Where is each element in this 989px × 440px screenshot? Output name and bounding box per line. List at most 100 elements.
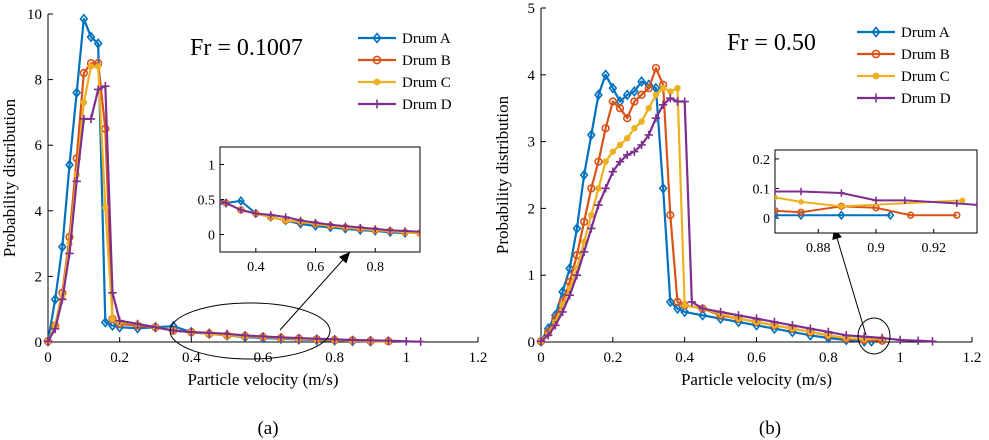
x-tick-label: 0.4 (675, 350, 694, 366)
inset-y-tick-label: 1 (208, 159, 215, 174)
data-point (543, 331, 553, 340)
inset-data-point (837, 210, 846, 221)
inset-data-point (371, 225, 379, 233)
y-tick-label: 10 (27, 7, 42, 23)
data-point (330, 335, 339, 344)
legend-marker (373, 78, 381, 86)
data-point (928, 337, 937, 346)
data-point (637, 90, 646, 99)
data-point (601, 184, 610, 193)
zoom-arrow-line (279, 251, 351, 331)
x-tick-label: 0.4 (182, 350, 201, 366)
data-point (94, 63, 102, 70)
y-tick-label: 4 (528, 68, 536, 84)
data-point (109, 315, 116, 323)
x-tick-label: 0 (44, 350, 52, 366)
caption-b: (b) (759, 418, 781, 439)
data-point (608, 82, 618, 94)
data-point (80, 99, 88, 106)
data-point (806, 324, 815, 333)
data-point (913, 336, 923, 345)
data-point (630, 147, 639, 156)
data-point (667, 88, 674, 95)
data-point (659, 84, 667, 92)
data-point (716, 307, 725, 317)
data-point (698, 309, 708, 321)
data-point (101, 81, 110, 91)
inset-y-tick-label: 0.2 (753, 153, 771, 168)
data-point (93, 38, 103, 50)
inset-x-tick-label: 0.9 (867, 241, 885, 256)
data-point (824, 327, 833, 337)
data-point (115, 316, 124, 325)
y-tick-label: 6 (35, 138, 43, 154)
y-tick-label: 2 (528, 201, 536, 217)
data-point (651, 114, 661, 123)
data-point (572, 271, 582, 280)
data-point (673, 297, 682, 307)
data-point (623, 114, 632, 123)
data-point (579, 169, 589, 181)
inset-data-point (401, 227, 409, 235)
data-point (169, 326, 178, 335)
inset-y-tick-label: 0.5 (198, 194, 216, 209)
panel-b-chart: 0 0.2 0.4 0.6 0.8 1 1.2 0 1 2 3 4 5 Particle velocity… (493, 1, 981, 389)
data-point (629, 86, 639, 97)
inset-plot-area (775, 187, 977, 221)
data-point (294, 333, 304, 343)
legend-marker (871, 93, 881, 103)
data-point (631, 125, 638, 132)
inset-series-line (775, 205, 957, 217)
legend-label: Drum B (901, 47, 950, 63)
data-point (558, 286, 567, 298)
x-tick-label: 1 (896, 350, 904, 366)
data-point (637, 140, 646, 150)
zoom-region-ellipse (857, 317, 891, 355)
data-point (58, 295, 67, 304)
data-point (416, 337, 425, 346)
data-point (752, 314, 761, 323)
x-tick-label: 1.2 (469, 350, 488, 366)
y-tick-label: 2 (35, 269, 43, 285)
data-point (622, 89, 632, 101)
data-point (57, 241, 67, 253)
inset-data-point (775, 194, 778, 201)
series-drum-d (43, 81, 425, 346)
inset-data-point (236, 196, 245, 206)
data-point (536, 337, 546, 346)
inset-data-point (341, 222, 349, 230)
data-point (572, 222, 582, 234)
x-tick-label: 0.2 (110, 350, 129, 366)
inset-data-point (953, 211, 961, 219)
data-point (72, 177, 81, 186)
data-point (878, 333, 887, 343)
inset-data-point (775, 187, 779, 196)
series-drum-d (536, 93, 937, 346)
data-point (240, 331, 250, 340)
data-point (87, 63, 95, 70)
data-point (666, 93, 675, 103)
legend-marker (872, 72, 880, 80)
data-point (588, 211, 595, 219)
inset-data-point (953, 199, 961, 207)
series-line (47, 85, 421, 343)
inset-data-point (356, 223, 364, 232)
data-point (637, 75, 646, 87)
data-point (384, 336, 393, 345)
data-point (658, 100, 668, 110)
y-tick-label: 4 (35, 204, 43, 220)
data-point (108, 288, 117, 297)
y-tick-label: 5 (528, 1, 536, 17)
inset-data-point (416, 228, 420, 236)
data-point (860, 332, 869, 341)
data-point (65, 159, 74, 171)
data-point (608, 167, 618, 176)
data-point (674, 84, 681, 92)
y-tick-label: 0 (528, 335, 536, 351)
data-point (681, 302, 688, 309)
legend-label: Drum A (901, 25, 950, 41)
data-point (312, 334, 321, 343)
x-tick-label: 0 (537, 350, 545, 366)
